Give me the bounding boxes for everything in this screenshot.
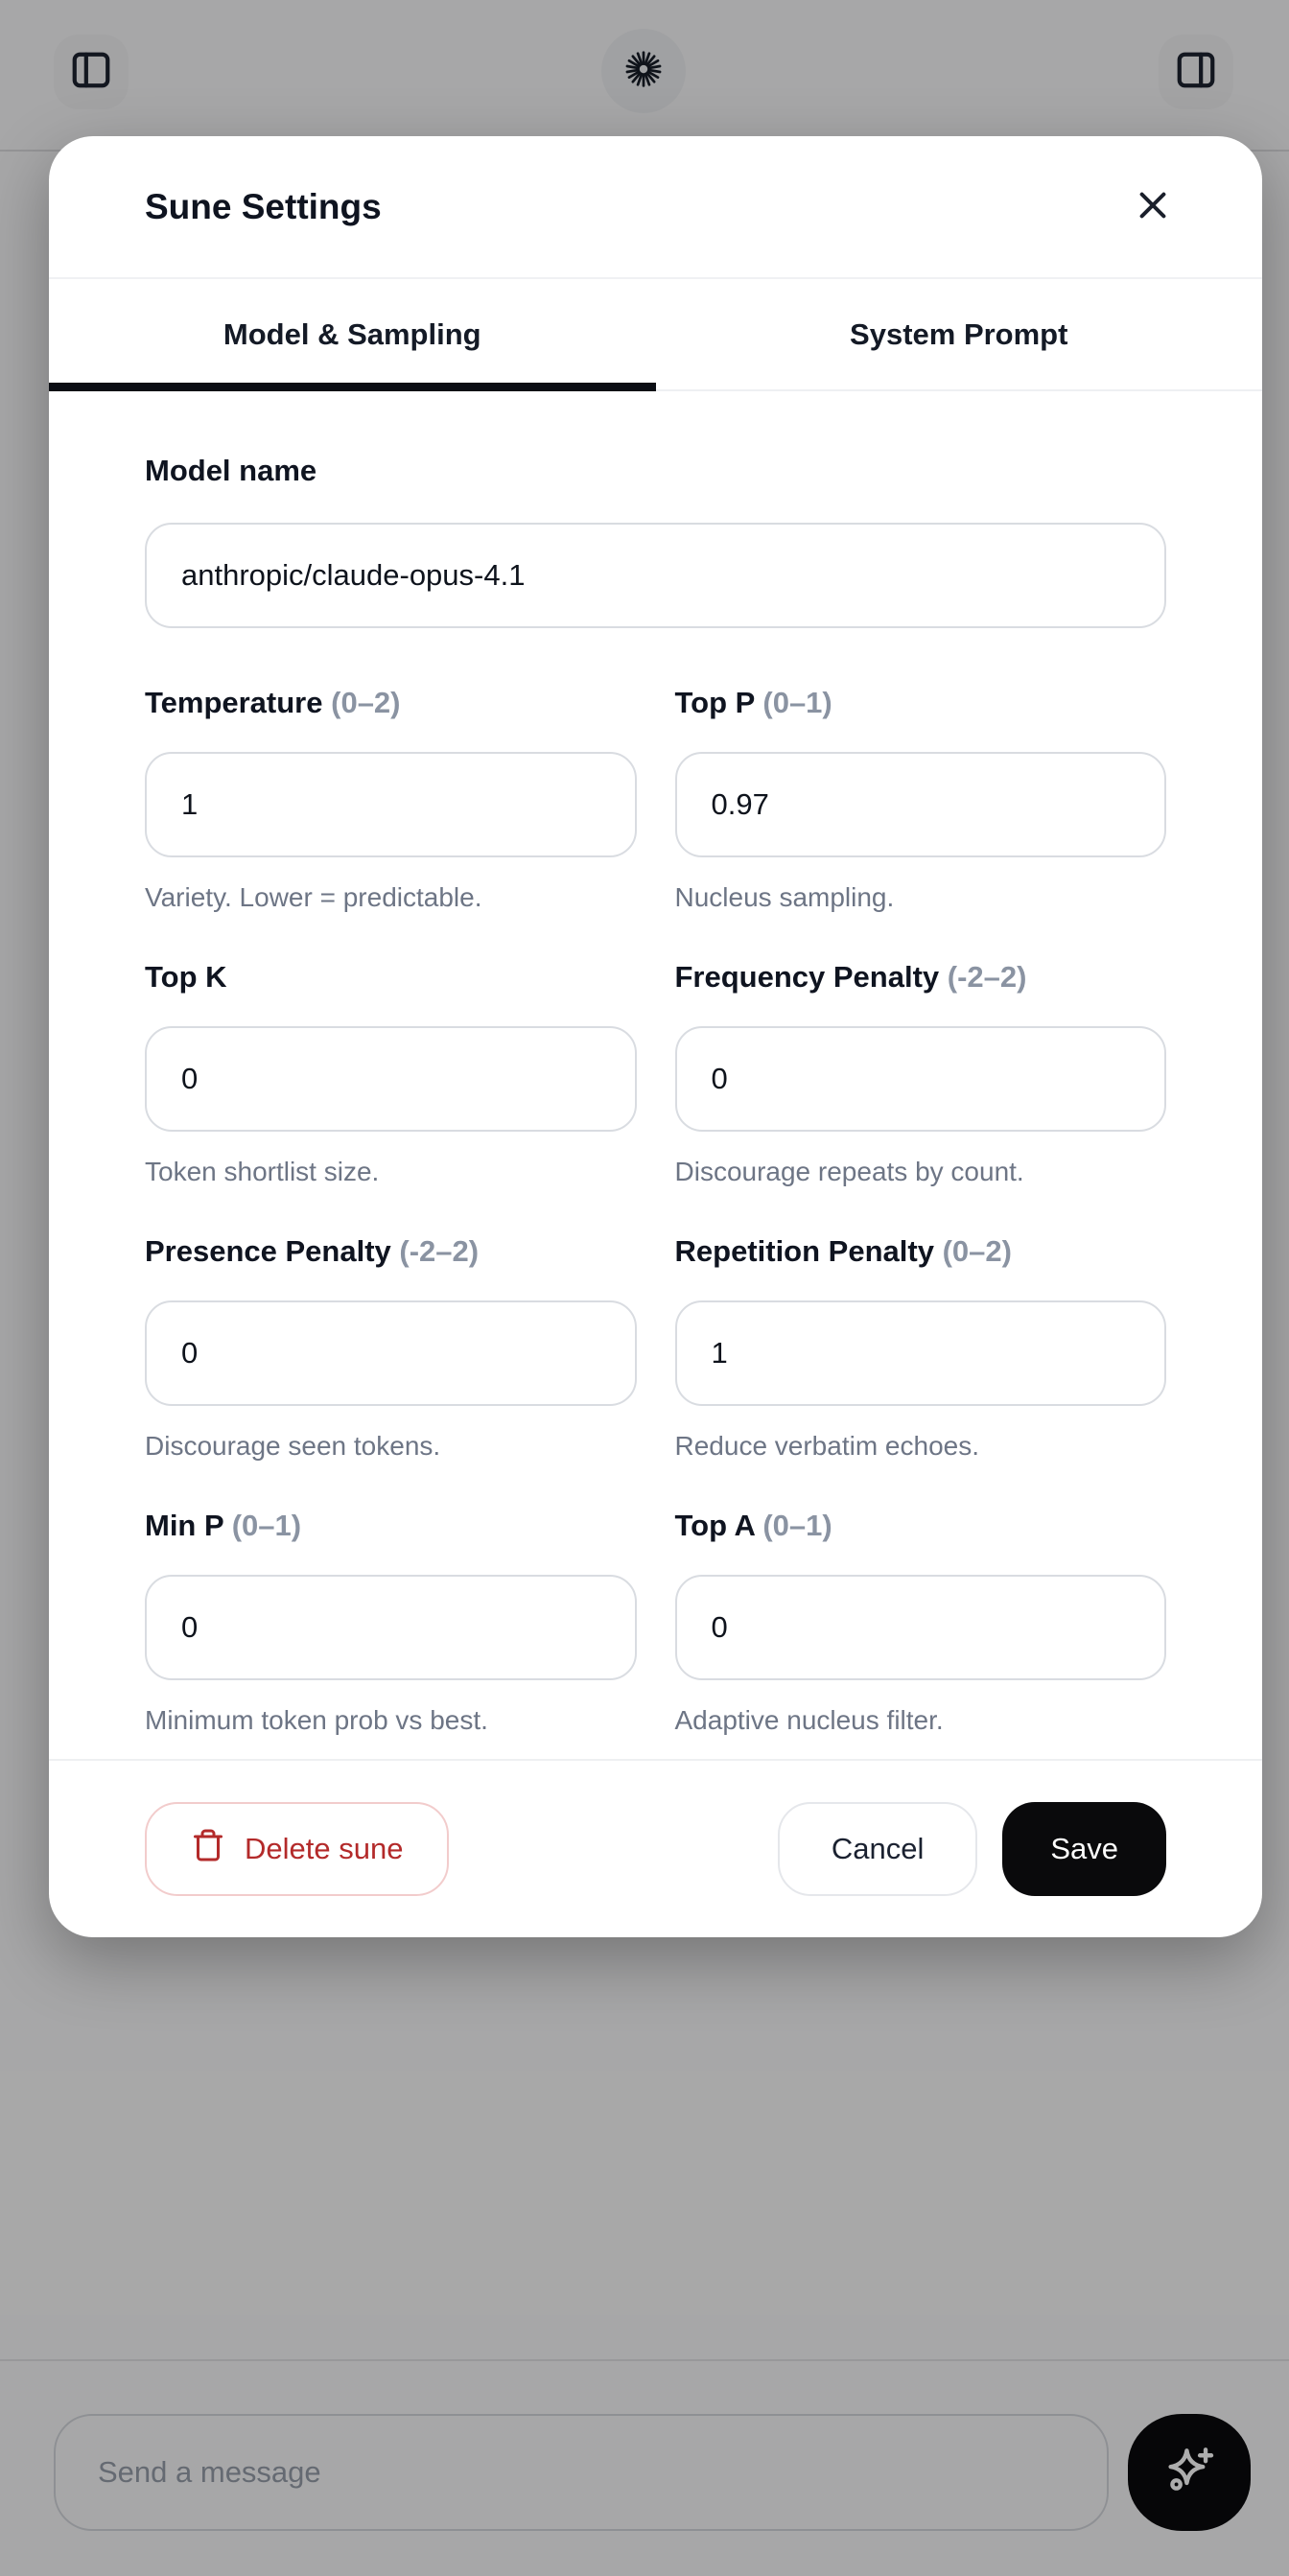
field-range: (0–1): [231, 1509, 302, 1542]
field-range: (-2–2): [399, 1234, 480, 1268]
field-label: Min P (0–1): [145, 1509, 302, 1542]
field-range: (0–1): [762, 1509, 832, 1542]
repetition-penalty-input[interactable]: [674, 1300, 1166, 1406]
dialog-title: Sune Settings: [145, 186, 382, 226]
close-icon: [1133, 185, 1173, 228]
sune-settings-dialog: Sune Settings Model & Sampling System Pr…: [49, 136, 1262, 1937]
sune-avatar-button[interactable]: [601, 29, 686, 113]
message-input[interactable]: [54, 2414, 1109, 2531]
repetition-penalty-field: Repetition Penalty (0–2) Reduce verbatim…: [674, 1231, 1166, 1464]
field-range: (0–2): [942, 1234, 1012, 1268]
footer-actions: Cancel Save: [777, 1802, 1166, 1896]
field-helper: Variety. Lower = predictable.: [145, 882, 482, 912]
min-p-field: Min P (0–1) Minimum token prob vs best.: [145, 1506, 637, 1738]
field-helper: Discourage seen tokens.: [145, 1431, 441, 1461]
sampling-fields-grid: Temperature (0–2) Variety. Lower = predi…: [145, 683, 1166, 1738]
field-helper: Discourage repeats by count.: [674, 1157, 1024, 1186]
top-k-field: Top K Token shortlist size.: [145, 957, 637, 1189]
top-bar: [0, 0, 1289, 152]
top-a-input[interactable]: [674, 1575, 1166, 1680]
field-label: Temperature (0–2): [145, 686, 401, 719]
sparkle-icon: [1160, 2441, 1219, 2505]
starburst-icon: [619, 44, 668, 99]
field-helper: Token shortlist size.: [145, 1157, 380, 1186]
dialog-content: Model name Temperature (0–2) Variety. Lo…: [49, 391, 1262, 1759]
field-label: Top A (0–1): [674, 1509, 832, 1542]
dialog-footer: Delete sune Cancel Save: [49, 1759, 1262, 1937]
temperature-field: Temperature (0–2) Variety. Lower = predi…: [145, 683, 637, 915]
min-p-input[interactable]: [145, 1575, 637, 1680]
model-name-field: Model name: [145, 451, 1166, 628]
close-button[interactable]: [1122, 176, 1184, 238]
field-label: Presence Penalty (-2–2): [145, 1234, 480, 1268]
field-label: Top K: [145, 960, 227, 994]
field-label: Repetition Penalty (0–2): [674, 1234, 1012, 1268]
panel-left-icon: [69, 48, 113, 97]
right-panel-toggle-button[interactable]: [1159, 35, 1233, 109]
frequency-penalty-input[interactable]: [674, 1026, 1166, 1132]
save-button[interactable]: Save: [1002, 1802, 1166, 1896]
presence-penalty-input[interactable]: [145, 1300, 637, 1406]
top-a-field: Top A (0–1) Adaptive nucleus filter.: [674, 1506, 1166, 1738]
temperature-input[interactable]: [145, 752, 637, 857]
active-tab-underline: [49, 383, 656, 391]
field-range: (-2–2): [947, 960, 1027, 994]
panel-right-icon: [1174, 48, 1218, 97]
field-helper: Nucleus sampling.: [674, 882, 895, 912]
message-composer: [0, 2359, 1289, 2576]
delete-button-label: Delete sune: [245, 1832, 404, 1865]
field-label: Model name: [145, 454, 317, 487]
delete-sune-button[interactable]: Delete sune: [145, 1802, 450, 1896]
field-helper: Minimum token prob vs best.: [145, 1705, 488, 1735]
tab-system-prompt[interactable]: System Prompt: [850, 316, 1068, 351]
field-range: (0–2): [331, 686, 401, 719]
tab-model-sampling[interactable]: Model & Sampling: [223, 316, 481, 351]
field-range: (0–1): [762, 686, 832, 719]
dialog-tabs: Model & Sampling System Prompt: [49, 279, 1262, 391]
trash-icon: [191, 1828, 225, 1870]
field-helper: Adaptive nucleus filter.: [674, 1705, 944, 1735]
field-label: Top P (0–1): [674, 686, 832, 719]
model-name-input[interactable]: [145, 523, 1166, 628]
field-helper: Reduce verbatim echoes.: [674, 1431, 980, 1461]
field-label: Frequency Penalty (-2–2): [674, 960, 1027, 994]
top-p-input[interactable]: [674, 752, 1166, 857]
sidebar-toggle-button[interactable]: [54, 35, 129, 109]
top-p-field: Top P (0–1) Nucleus sampling.: [674, 683, 1166, 915]
presence-penalty-field: Presence Penalty (-2–2) Discourage seen …: [145, 1231, 637, 1464]
frequency-penalty-field: Frequency Penalty (-2–2) Discourage repe…: [674, 957, 1166, 1189]
cancel-button[interactable]: Cancel: [777, 1802, 978, 1896]
send-sparkle-button[interactable]: [1128, 2414, 1251, 2531]
dialog-header: Sune Settings: [49, 136, 1262, 279]
top-k-input[interactable]: [145, 1026, 637, 1132]
